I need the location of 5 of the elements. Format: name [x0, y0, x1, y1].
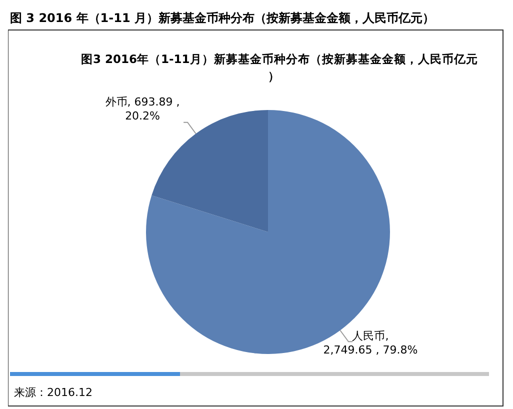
chart-subtitle: 图3 2016年（1-11月）新募基金币种分布（按新募基金金额，人民币亿元） [81, 52, 478, 83]
chart-title: 图 3 2016 年（1-11 月）新募基金币种分布（按新募基金金额，人民币亿元） [10, 11, 434, 25]
slice-label: 外币, 693.89 , 20.2% [105, 95, 180, 122]
slice-label: 人民币, 2,749.65 , 79.8% [323, 330, 418, 357]
source-note: 来源：2016.12 [14, 386, 92, 399]
